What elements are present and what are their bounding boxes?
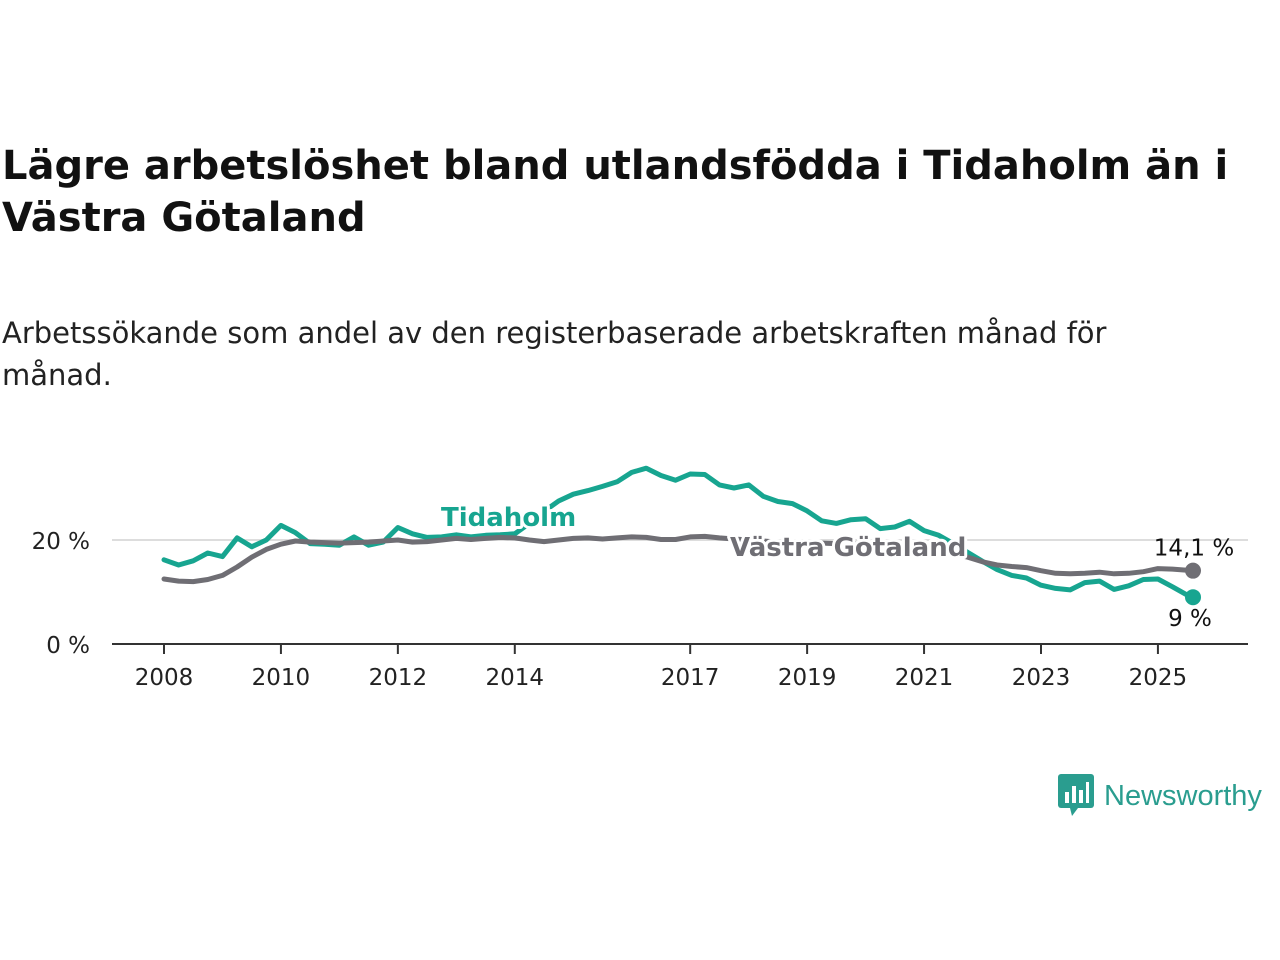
brand-name: Newsworthy — [1104, 779, 1262, 812]
series-label-vastra-gotaland: Västra Götaland — [730, 533, 966, 563]
chart-subtitle: Arbetssökande som andel av den registerb… — [2, 316, 1107, 392]
series-line-vastra-gotaland — [161, 533, 1196, 585]
end-label-tidaholm: 9 % — [1168, 606, 1212, 632]
newsworthy-logo: Newsworthy — [1058, 774, 1262, 818]
x-tick-label: 2021 — [895, 665, 954, 691]
end-marker-tidaholm — [1185, 589, 1201, 606]
x-tick-label: 2012 — [369, 665, 428, 691]
x-tick-label: 2017 — [661, 665, 720, 691]
x-tick-label: 2010 — [252, 665, 311, 691]
x-tick-label: 2008 — [135, 665, 194, 691]
end-label-vastra-gotaland: 14,1 % — [1154, 536, 1234, 562]
y-tick-label: 0 % — [46, 633, 90, 659]
series-line-tidaholm — [161, 465, 1196, 600]
x-tick-label: 2019 — [778, 665, 837, 691]
x-tick-label: 2014 — [486, 665, 545, 691]
y-tick-label: 20 % — [32, 529, 90, 555]
newsworthy-chart-bubble-icon — [1058, 774, 1094, 816]
x-tick-label: 2025 — [1129, 665, 1188, 691]
x-tick-label: 2023 — [1012, 665, 1071, 691]
end-marker-vastra-gotaland — [1185, 562, 1201, 579]
chart-title: Lägre arbetslöshet bland utlandsfödda i … — [2, 143, 1229, 241]
series-label-tidaholm: Tidaholm — [441, 503, 576, 533]
